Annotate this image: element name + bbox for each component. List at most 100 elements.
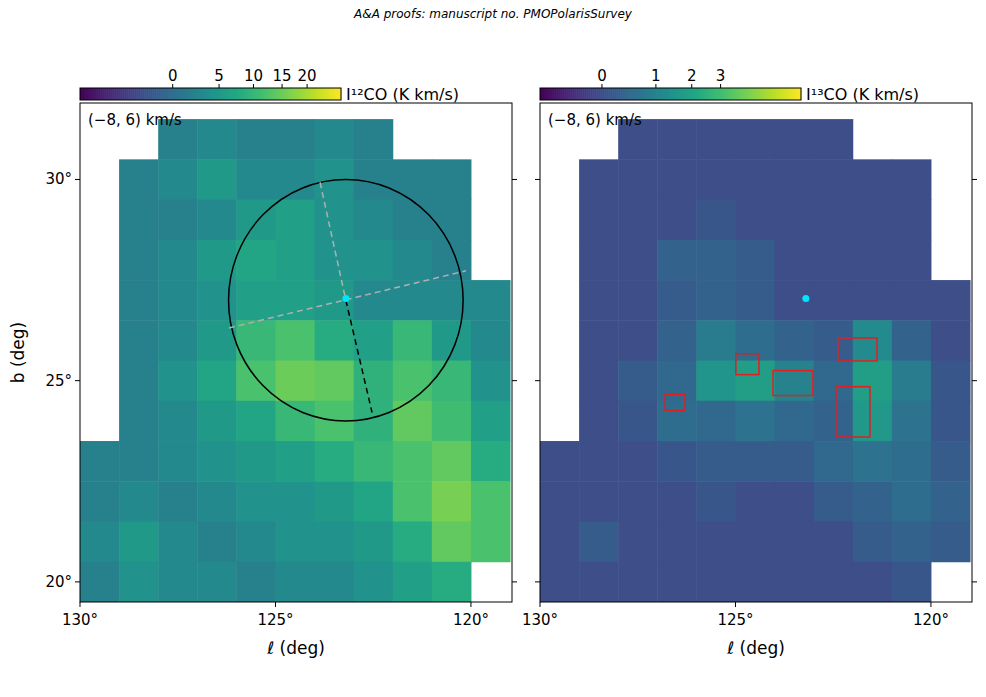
- cell: [236, 240, 276, 281]
- cell: [354, 361, 394, 402]
- cell: [119, 240, 159, 281]
- cell: [393, 401, 433, 442]
- cell: [931, 361, 971, 402]
- centre-point: [342, 295, 349, 302]
- cell: [432, 562, 472, 602]
- cell: [853, 361, 893, 402]
- panel: 130°125°120°20°25°30°ℓ (deg)b (deg)(−8, …: [8, 67, 517, 658]
- cell: [696, 320, 736, 361]
- cell: [236, 280, 276, 321]
- cell: [696, 240, 736, 281]
- cell: [618, 401, 658, 442]
- cell: [657, 441, 697, 482]
- cell: [236, 562, 276, 602]
- cell: [275, 240, 315, 281]
- region-box: [773, 371, 813, 396]
- cell: [354, 320, 394, 361]
- x-tick-label: 130°: [62, 611, 98, 629]
- cell: [853, 441, 893, 482]
- cell: [657, 522, 697, 563]
- colorbar-label: I¹²CO (K km/s): [346, 85, 459, 104]
- x-tick-label: 130°: [522, 611, 558, 629]
- cell: [735, 361, 775, 402]
- cell: [393, 280, 433, 321]
- cell: [814, 562, 854, 602]
- cell: [236, 522, 276, 563]
- colorbar-frame: [540, 88, 801, 100]
- cell: [775, 280, 815, 321]
- cell: [158, 159, 198, 200]
- axis-line: [346, 300, 372, 412]
- cell: [275, 401, 315, 442]
- cell: [892, 240, 932, 281]
- cell: [853, 159, 893, 200]
- cell: [618, 441, 658, 482]
- cell: [432, 522, 472, 563]
- cell: [735, 119, 775, 160]
- y-tick-label: 30°: [45, 170, 72, 188]
- cell: [275, 361, 315, 402]
- cell: [432, 159, 472, 200]
- cell: [354, 119, 394, 160]
- cell: [618, 562, 658, 602]
- cell: [315, 320, 355, 361]
- cell: [80, 522, 120, 563]
- cell: [393, 522, 433, 563]
- cell: [158, 240, 198, 281]
- cell: [471, 441, 511, 482]
- cell: [158, 441, 198, 482]
- cell: [315, 481, 355, 522]
- cell: [236, 119, 276, 160]
- cell: [892, 562, 932, 602]
- cell: [696, 401, 736, 442]
- cell: [119, 441, 159, 482]
- cell: [657, 200, 697, 241]
- cell: [236, 159, 276, 200]
- y-tick: [512, 380, 517, 381]
- cell: [931, 522, 971, 563]
- cell: [696, 562, 736, 602]
- cell: [119, 401, 159, 442]
- x-tick: [735, 602, 736, 607]
- cell: [579, 361, 619, 402]
- cell: [853, 280, 893, 321]
- cell: [853, 401, 893, 442]
- cell: [275, 320, 315, 361]
- y-tick: [75, 179, 80, 180]
- cell: [735, 481, 775, 522]
- cell: [158, 401, 198, 442]
- cell: [696, 522, 736, 563]
- cell: [814, 119, 854, 160]
- cell: [471, 401, 511, 442]
- cell: [618, 280, 658, 321]
- cell: [471, 522, 511, 563]
- y-tick: [535, 380, 540, 381]
- x-tick: [470, 602, 471, 607]
- cell: [657, 119, 697, 160]
- cell: [197, 401, 237, 442]
- cell: [119, 200, 159, 241]
- region-box: [665, 394, 685, 410]
- cell: [892, 522, 932, 563]
- cell: [393, 240, 433, 281]
- cell: [775, 159, 815, 200]
- cell: [432, 280, 472, 321]
- cell: [735, 441, 775, 482]
- cell: [158, 522, 198, 563]
- colorbar: 05101520I¹²CO (K km/s): [80, 67, 459, 108]
- cell: [432, 401, 472, 442]
- cell: [814, 361, 854, 402]
- cell: [540, 481, 580, 522]
- cell: [618, 240, 658, 281]
- region-box: [836, 387, 870, 437]
- region-box: [736, 354, 759, 375]
- cell: [315, 361, 355, 402]
- cell: [735, 320, 775, 361]
- cell: [393, 481, 433, 522]
- colorbar-tick-label: 15: [273, 67, 292, 85]
- cell: [735, 562, 775, 602]
- cell: [354, 280, 394, 321]
- cell: [657, 159, 697, 200]
- panel-title: (−8, 6) km/s: [88, 111, 182, 129]
- cell: [696, 119, 736, 160]
